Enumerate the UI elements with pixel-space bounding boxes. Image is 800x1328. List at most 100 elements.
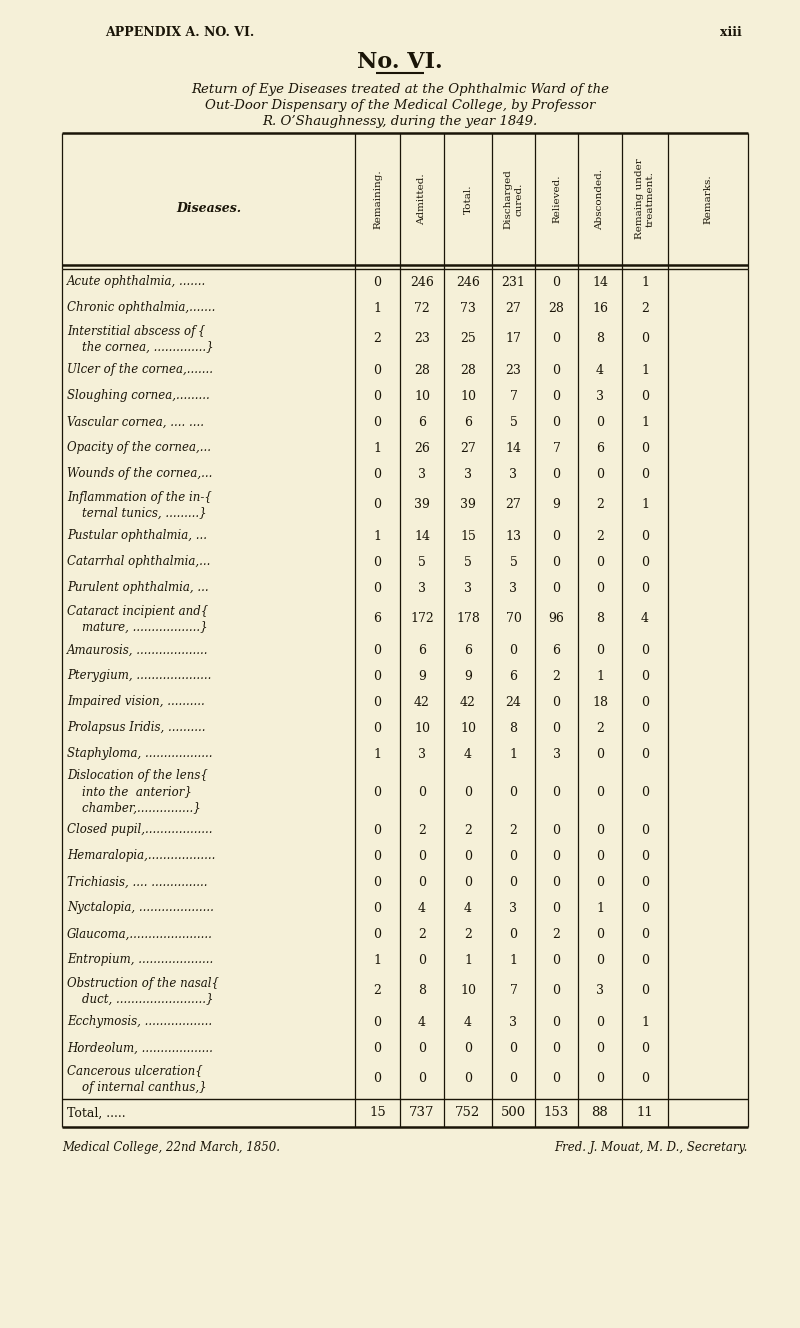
Text: 1: 1 [374, 954, 382, 967]
Text: 0: 0 [553, 721, 561, 734]
Text: Trichiasis, .... ...............: Trichiasis, .... ............... [67, 875, 207, 888]
Text: 737: 737 [410, 1106, 434, 1120]
Text: Discharged
cured.: Discharged cured. [504, 169, 523, 228]
Text: 11: 11 [637, 1106, 654, 1120]
Text: the cornea, ..............}: the cornea, ..............} [67, 340, 214, 353]
Text: Pterygium, ....................: Pterygium, .................... [67, 669, 211, 683]
Text: 14: 14 [414, 530, 430, 543]
Text: 0: 0 [374, 785, 382, 798]
Text: 4: 4 [418, 1016, 426, 1028]
Text: 4: 4 [464, 902, 472, 915]
Text: 72: 72 [414, 301, 430, 315]
Text: 8: 8 [596, 612, 604, 625]
Text: Nyctalopia, ....................: Nyctalopia, .................... [67, 902, 214, 915]
Text: 8: 8 [418, 984, 426, 997]
Text: 0: 0 [553, 696, 561, 709]
Text: 3: 3 [510, 902, 518, 915]
Text: 5: 5 [510, 416, 518, 429]
Text: 2: 2 [374, 332, 382, 345]
Text: 0: 0 [641, 582, 649, 595]
Text: Purulent ophthalmia, ...: Purulent ophthalmia, ... [67, 582, 209, 595]
Text: 24: 24 [506, 696, 522, 709]
Text: 4: 4 [464, 1016, 472, 1028]
Text: 0: 0 [374, 875, 382, 888]
Text: 0: 0 [464, 875, 472, 888]
Text: 172: 172 [410, 612, 434, 625]
Text: of internal canthus,}: of internal canthus,} [67, 1081, 206, 1093]
Text: 88: 88 [592, 1106, 608, 1120]
Text: 0: 0 [641, 785, 649, 798]
Text: 3: 3 [464, 582, 472, 595]
Text: 14: 14 [592, 275, 608, 288]
Text: 4: 4 [596, 364, 604, 377]
Text: 0: 0 [510, 927, 518, 940]
Text: 0: 0 [374, 696, 382, 709]
Text: 3: 3 [596, 984, 604, 997]
Text: 0: 0 [641, 748, 649, 761]
Text: 3: 3 [464, 467, 472, 481]
Text: 0: 0 [596, 644, 604, 656]
Text: 42: 42 [460, 696, 476, 709]
Text: Acute ophthalmia, .......: Acute ophthalmia, ....... [67, 275, 206, 288]
Text: 17: 17 [506, 332, 522, 345]
Text: 0: 0 [641, 696, 649, 709]
Text: 4: 4 [464, 748, 472, 761]
Text: 0: 0 [641, 984, 649, 997]
Text: 15: 15 [460, 530, 476, 543]
Text: 2: 2 [641, 301, 649, 315]
Text: 27: 27 [506, 301, 522, 315]
Text: Dislocation of the lens{: Dislocation of the lens{ [67, 769, 208, 782]
Text: Ulcer of the cornea,.......: Ulcer of the cornea,....... [67, 364, 213, 377]
Text: Hordeolum, ...................: Hordeolum, ................... [67, 1041, 213, 1054]
Text: 0: 0 [464, 1041, 472, 1054]
Text: 0: 0 [641, 467, 649, 481]
Text: Fred. J. Mouat, M. D., Secretary.: Fred. J. Mouat, M. D., Secretary. [554, 1141, 748, 1154]
Text: 0: 0 [374, 555, 382, 568]
Text: Hemaralopia,..................: Hemaralopia,.................. [67, 850, 215, 862]
Text: 0: 0 [374, 364, 382, 377]
Text: 2: 2 [553, 927, 561, 940]
Text: 0: 0 [641, 441, 649, 454]
Text: 0: 0 [374, 850, 382, 862]
Text: 18: 18 [592, 696, 608, 709]
Text: 0: 0 [418, 954, 426, 967]
Text: 2: 2 [464, 927, 472, 940]
Text: 0: 0 [596, 875, 604, 888]
Text: 3: 3 [510, 467, 518, 481]
Text: Wounds of the cornea,...: Wounds of the cornea,... [67, 467, 212, 481]
Text: 153: 153 [544, 1106, 569, 1120]
Text: 7: 7 [553, 441, 561, 454]
Text: ternal tunics, .........}: ternal tunics, .........} [67, 506, 206, 519]
Text: 0: 0 [510, 644, 518, 656]
Text: duct, ........................}: duct, ........................} [67, 992, 214, 1005]
Text: 2: 2 [464, 823, 472, 837]
Text: 0: 0 [596, 555, 604, 568]
Text: 0: 0 [641, 875, 649, 888]
Text: 178: 178 [456, 612, 480, 625]
Text: 0: 0 [510, 785, 518, 798]
Text: 3: 3 [596, 389, 604, 402]
Text: 7: 7 [510, 984, 518, 997]
Text: APPENDIX A. NO. VI.: APPENDIX A. NO. VI. [105, 25, 254, 39]
Text: 1: 1 [641, 364, 649, 377]
Text: 96: 96 [549, 612, 565, 625]
Text: 0: 0 [464, 785, 472, 798]
Text: 0: 0 [641, 332, 649, 345]
Text: 0: 0 [374, 823, 382, 837]
Text: Diseases.: Diseases. [176, 202, 241, 215]
Text: Pustular ophthalmia, ...: Pustular ophthalmia, ... [67, 530, 207, 543]
Text: Remaining.: Remaining. [373, 169, 382, 228]
Text: 0: 0 [418, 875, 426, 888]
Text: 0: 0 [553, 530, 561, 543]
Text: 0: 0 [641, 669, 649, 683]
Text: 1: 1 [641, 498, 649, 511]
Text: 0: 0 [641, 555, 649, 568]
Text: 1: 1 [374, 441, 382, 454]
Text: Inflammation of the in-{: Inflammation of the in-{ [67, 490, 212, 503]
Text: Obstruction of the nasal{: Obstruction of the nasal{ [67, 976, 219, 989]
Text: 6: 6 [464, 416, 472, 429]
Text: 6: 6 [464, 644, 472, 656]
Text: 1: 1 [641, 416, 649, 429]
Text: 0: 0 [641, 530, 649, 543]
Text: Opacity of the cornea,...: Opacity of the cornea,... [67, 441, 211, 454]
